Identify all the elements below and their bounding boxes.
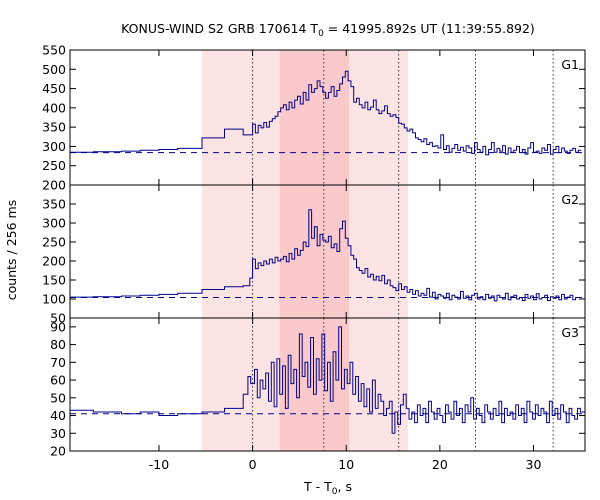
y-tick-label-g2: 200 <box>42 254 66 269</box>
y-tick-label-g1: 300 <box>42 139 66 154</box>
y-tick-label-g1: 250 <box>42 158 66 173</box>
x-tick-label: 10 <box>338 457 354 472</box>
y-tick-label-g1: 400 <box>42 100 66 115</box>
y-tick-label-g2: 50 <box>50 311 66 326</box>
y-tick-label-g2: 150 <box>42 273 66 288</box>
shade-inner-interval <box>279 50 350 451</box>
series-line-g3 <box>70 326 585 434</box>
chart-title: KONUS-WIND S2 GRB 170614 T0 = 41995.892s… <box>121 21 535 39</box>
x-tick-label: 20 <box>432 457 448 472</box>
x-axis-label-subscript: 0 <box>332 487 338 497</box>
panel-label-g2: G2 <box>561 192 579 207</box>
plot-area: 200250300350400450500550G150100150200250… <box>42 43 586 472</box>
x-tick-label: 0 <box>249 457 257 472</box>
y-tick-label-g3: 80 <box>50 337 66 352</box>
x-axis-label: T - T0, s <box>303 479 352 497</box>
y-tick-label-g2: 300 <box>42 216 66 231</box>
y-tick-label-g3: 30 <box>50 426 66 441</box>
y-tick-label-g1: 450 <box>42 81 66 96</box>
y-axis-label: counts / 256 ms <box>4 200 19 300</box>
panel-label-g1: G1 <box>561 57 579 72</box>
y-tick-label-g3: 20 <box>50 444 66 459</box>
panel-frame-g3 <box>69 317 586 452</box>
y-tick-label-g3: 70 <box>50 355 66 370</box>
y-tick-label-g3: 60 <box>50 373 66 388</box>
y-tick-label-g2: 350 <box>42 197 66 212</box>
x-axis-label-rest: , s <box>338 479 352 494</box>
chart-title-rest: = 41995.892s UT (11:39:55.892) <box>324 21 535 36</box>
series-line-g2 <box>70 209 579 302</box>
series-line-g1 <box>70 70 582 156</box>
x-tick-label: 30 <box>526 457 542 472</box>
y-tick-label-g3: 50 <box>50 390 66 405</box>
y-tick-label-g1: 550 <box>42 43 66 58</box>
y-tick-label-g2: 250 <box>42 235 66 250</box>
y-tick-label-g1: 350 <box>42 120 66 135</box>
y-tick-label-g1: 200 <box>42 178 66 193</box>
y-tick-label-g2: 100 <box>42 292 66 307</box>
y-tick-label-g3: 40 <box>50 408 66 423</box>
panel-label-g3: G3 <box>561 325 579 340</box>
chart-title-subscript: 0 <box>318 29 324 39</box>
y-tick-label-g3: 90 <box>50 319 66 334</box>
y-tick-label-g1: 500 <box>42 62 66 77</box>
x-tick-label: -10 <box>149 457 169 472</box>
